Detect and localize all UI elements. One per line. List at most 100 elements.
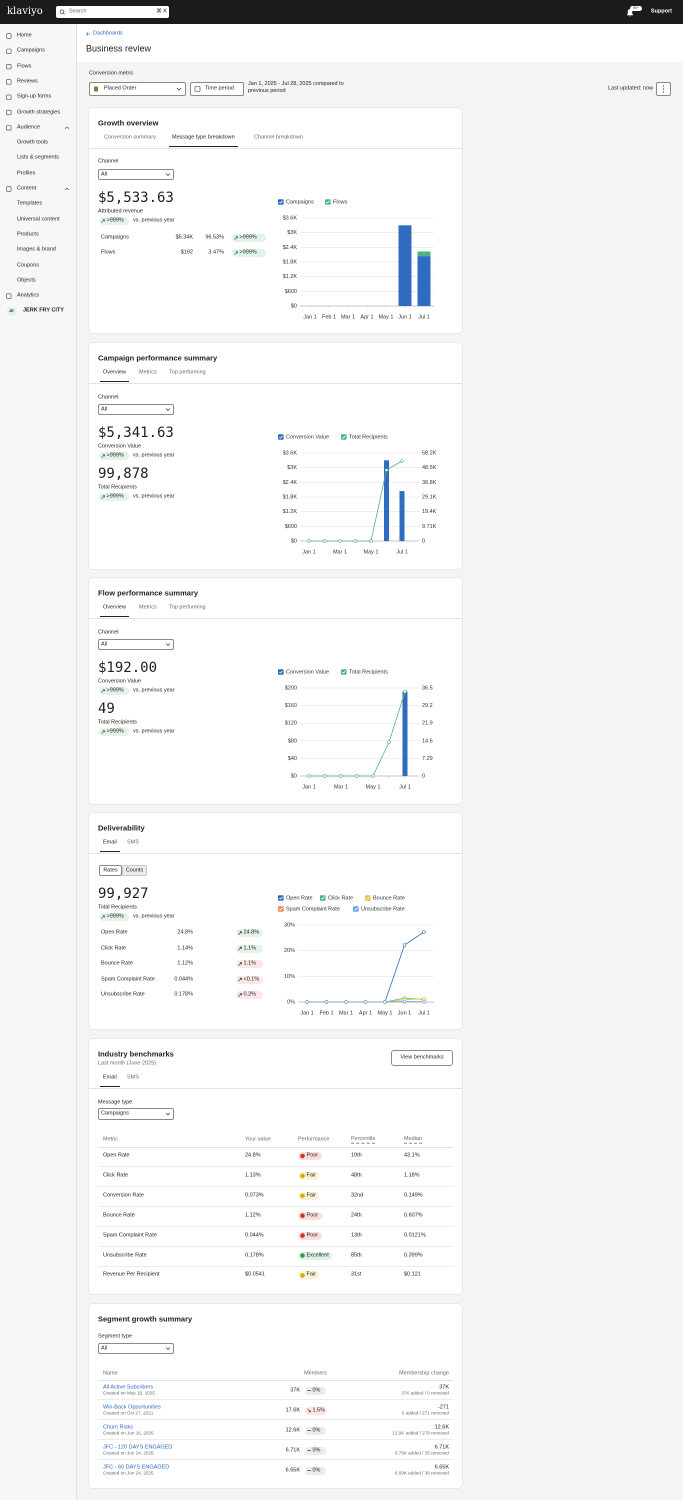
more-button[interactable] [656, 82, 671, 96]
toggle-active[interactable] [99, 865, 122, 876]
tab[interactable]: Message type breakdown [172, 134, 235, 141]
segment-link[interactable]: JFC - 60 DAYS ENGAGED [103, 1464, 170, 1471]
tab[interactable]: SMS [127, 1074, 139, 1081]
view-button[interactable] [391, 1050, 453, 1066]
badge-text: 1.1% [243, 960, 257, 967]
dropdown[interactable] [98, 169, 174, 180]
nav-subitem[interactable]: Objects [17, 277, 36, 284]
badge [236, 991, 263, 999]
nav-item[interactable]: Reviews [17, 78, 38, 85]
label: Segment type [98, 1333, 132, 1340]
nav-item[interactable]: Campaigns [17, 47, 45, 54]
search-box[interactable] [56, 6, 169, 18]
metric-dropdown[interactable] [89, 82, 186, 96]
kpi-value: $192.00 [98, 660, 158, 676]
header [77, 24, 683, 62]
badge-text: 24.8% [243, 929, 260, 936]
cell: 85th [351, 1251, 362, 1258]
kpi-label: Attributed revenue [98, 208, 143, 215]
cell: 1.13% [245, 1172, 261, 1179]
toggle-option[interactable]: Counts [125, 866, 144, 873]
nav-item[interactable]: Content [17, 185, 37, 192]
cell: 1.12% [245, 1211, 261, 1218]
dropdown-value: All [101, 1344, 108, 1351]
toggle-inactive[interactable] [122, 865, 147, 876]
label: Channel [98, 394, 119, 401]
nav-subitem[interactable]: Templates [17, 200, 43, 207]
tab[interactable]: Overview [103, 369, 126, 376]
card-title: Segment growth summary [98, 1314, 193, 1324]
dropdown[interactable] [98, 1343, 174, 1354]
net-change: -271 [437, 1404, 449, 1411]
performance-badge [298, 1271, 319, 1280]
performance-label: Poor [306, 1152, 319, 1159]
members: 17.6K [285, 1406, 300, 1413]
nav-subitem[interactable]: Universal content [17, 215, 60, 222]
account-initials: JE [9, 308, 14, 313]
nav-subitem[interactable]: Products [17, 231, 39, 238]
tab[interactable]: SMS [127, 839, 139, 846]
nav-item[interactable]: Analytics [17, 292, 40, 299]
net-change: 37K [439, 1384, 449, 1391]
button-label[interactable]: View benchmarks [400, 1054, 444, 1061]
nav-item[interactable]: Audience [17, 124, 40, 131]
nav-subitem[interactable]: Images & brand [17, 246, 56, 253]
tab[interactable]: Email [103, 1074, 117, 1081]
badge [99, 493, 129, 501]
time-button[interactable] [190, 82, 244, 96]
badge-text: 0% [312, 1426, 321, 1433]
notification-badge [630, 6, 642, 11]
row-name: Open Rate [101, 929, 128, 936]
nav-subitem[interactable]: Coupons [17, 261, 40, 268]
nav-item[interactable]: Sign-up forms [17, 93, 52, 100]
tab[interactable]: Channel breakdown [254, 134, 303, 141]
nav-subitem[interactable]: Profiles [17, 169, 36, 176]
kpi-label: Conversion Value [98, 443, 142, 450]
badge-text: 1.1% [243, 944, 257, 951]
support[interactable]: Support [650, 8, 672, 15]
tab[interactable]: Metrics [139, 604, 157, 611]
nav-item[interactable]: Growth strategies [17, 108, 61, 115]
dropdown[interactable] [98, 639, 174, 650]
table-line [98, 1147, 453, 1148]
kpi-value: 99,878 [98, 466, 149, 482]
card-title: Industry benchmarks [98, 1049, 174, 1059]
dropdown[interactable] [98, 1108, 174, 1120]
toggle-option[interactable]: Rates [103, 866, 118, 873]
cell: 1.18% [404, 1172, 420, 1179]
performance-label: Poor [306, 1211, 319, 1218]
column-header: Members [304, 1370, 327, 1377]
cell: 0.399% [404, 1251, 423, 1258]
tab[interactable]: Overview [103, 604, 126, 611]
badge-text: >999% [106, 728, 124, 735]
nav-item[interactable]: Flows [17, 62, 32, 69]
tab[interactable]: Email [103, 839, 117, 846]
segment-link[interactable]: Win-Back Opportunities [103, 1404, 161, 1411]
badge-text: >999% [106, 452, 124, 459]
performance-badge [298, 1171, 319, 1180]
nav-item[interactable]: Home [17, 32, 32, 39]
segment-link[interactable]: All Active Subcribers [103, 1384, 154, 1391]
tab[interactable]: Conversion summary [104, 134, 156, 141]
breadcrumb[interactable]: Dashboards [93, 30, 123, 37]
row-value: 0.044% [174, 975, 193, 982]
tab[interactable]: Top performing [169, 604, 206, 611]
tab[interactable]: Metrics [139, 369, 157, 376]
nav-subitem[interactable]: Growth tools [17, 139, 48, 146]
notification-count: 99+ [632, 5, 640, 10]
cell: 48th [351, 1172, 362, 1179]
column-header: Performance [298, 1136, 330, 1143]
cell: 0.073% [245, 1192, 264, 1199]
badge-text: <0.1% [243, 975, 260, 982]
column-header: Your value [245, 1136, 271, 1143]
segment-link[interactable]: Churn Risks [103, 1424, 133, 1431]
tab[interactable]: Top performing [169, 369, 206, 376]
badge-text: >999% [106, 687, 124, 694]
performance-label: Fair [306, 1172, 316, 1179]
performance-badge [298, 1152, 322, 1160]
cell: 0.044% [245, 1231, 264, 1238]
segment-link[interactable]: JFC - 120 DAYS ENGAGED [103, 1444, 173, 1451]
nav-subitem[interactable]: Lists & segments [17, 154, 59, 161]
performance-badge [298, 1231, 322, 1240]
dropdown[interactable] [98, 404, 174, 415]
